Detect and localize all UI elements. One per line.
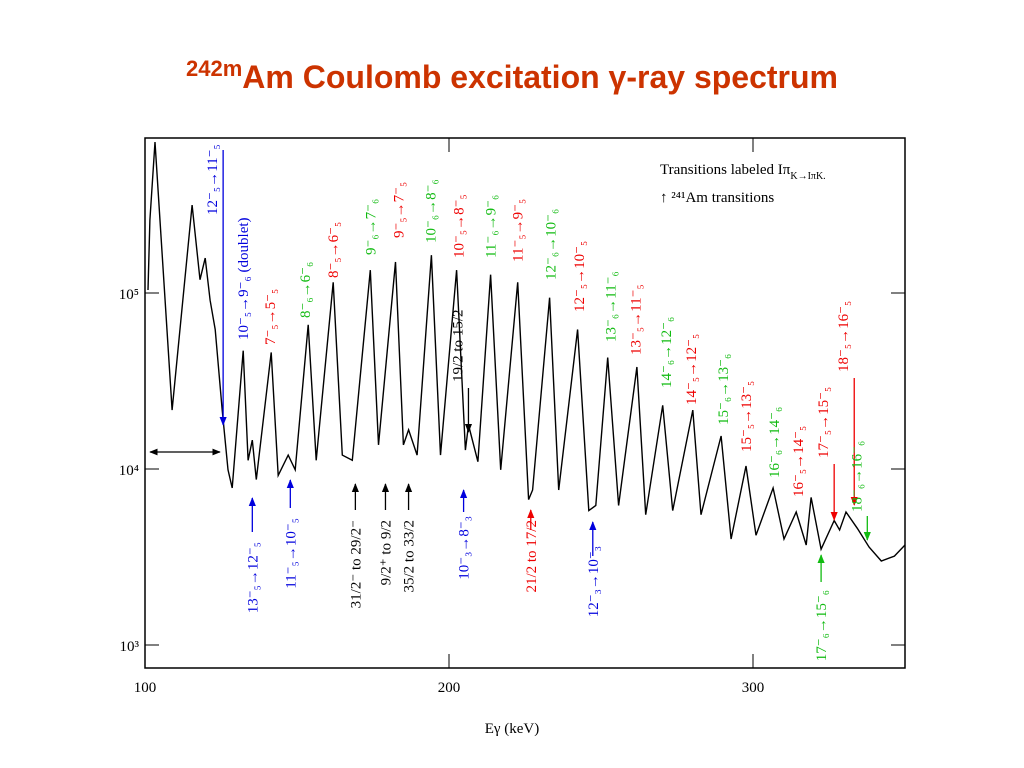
legend-text: K. bbox=[816, 171, 826, 182]
x-tick-label: 300 bbox=[742, 680, 765, 696]
transition-label: 11⁻₅→9⁻₅ bbox=[511, 199, 527, 262]
transition-label: 19/2 to 15/2 bbox=[450, 309, 466, 382]
transition-label: 9/2⁺ to 9/2 bbox=[378, 520, 394, 585]
transition-label: 11⁻₆→9⁻₆ bbox=[484, 195, 500, 258]
transition-label: 16⁻₅→14⁻₅ bbox=[791, 426, 807, 497]
transition-label: 9⁻₅→7⁻₅ bbox=[392, 182, 408, 238]
plot-frame bbox=[144, 137, 906, 669]
transition-label: 8⁻₅→6⁻₅ bbox=[326, 222, 342, 278]
transition-label: 12⁻₃→10⁻₃ bbox=[586, 546, 602, 617]
transition-label: 15⁻₆→13⁻₆ bbox=[716, 354, 732, 425]
x-axis-label: Eγ (keV) bbox=[485, 721, 540, 737]
transition-label: 17⁻₆→15⁻₆ bbox=[814, 590, 830, 661]
transition-label: 16⁻₆→14⁻₆ bbox=[767, 407, 783, 478]
transition-label: 12⁻₅→10⁻₅ bbox=[572, 241, 588, 312]
transition-label: 11⁻₅→10⁻₅ bbox=[283, 518, 299, 589]
title-isotope: 242m bbox=[186, 56, 242, 81]
y-tick-label: 10³ bbox=[120, 639, 140, 655]
legend-line: Transitions labeled IπK→IπK. bbox=[660, 162, 826, 182]
x-tick-label: 200 bbox=[438, 680, 461, 696]
transition-label: 21/2 to 17/2 bbox=[524, 520, 540, 593]
transition-label: 14⁻₆→12⁻₆ bbox=[659, 317, 675, 388]
transition-label: 18⁻₅→16⁻₅ bbox=[836, 301, 852, 372]
legend-text: K→Iπ bbox=[790, 171, 816, 182]
transition-label: 7⁻₅→5⁻₅ bbox=[263, 289, 279, 345]
transition-label: 13⁻₅→12⁻₅ bbox=[245, 542, 261, 613]
y-tick-label: 10⁴ bbox=[119, 463, 139, 479]
transition-label: 10⁻₃→8⁻₃ bbox=[457, 516, 473, 580]
transition-label: 13⁻₅→11⁻₅ bbox=[629, 284, 645, 355]
transition-label: 12⁻₅→11⁻₅ bbox=[205, 144, 221, 215]
y-tick-label: 10⁵ bbox=[119, 287, 139, 303]
transition-label: 10⁻₅→8⁻₅ bbox=[451, 194, 467, 258]
transition-label: 14⁻₅→12⁻₅ bbox=[684, 334, 700, 405]
legend-line: ↑ ²⁴¹Am transitions bbox=[660, 190, 774, 206]
transition-label: 17⁻₅→15⁻₅ bbox=[816, 387, 832, 458]
legend-text: Transitions labeled Iπ bbox=[660, 162, 791, 178]
transition-label: 8⁻₆→6⁻₆ bbox=[298, 262, 314, 318]
transition-label: 35/2 to 33/2 bbox=[402, 520, 418, 593]
title-text: Am Coulomb excitation γ-ray spectrum bbox=[242, 59, 838, 95]
transition-label: 10⁻₆→8⁻₆ bbox=[423, 179, 439, 243]
transition-label: 18⁻₆→16⁻₆ bbox=[849, 441, 865, 512]
transition-label: 13⁻₆→11⁻₆ bbox=[604, 271, 620, 342]
transition-label: 12⁻₆→10⁻₆ bbox=[544, 209, 560, 280]
spectrum-line bbox=[147, 142, 906, 562]
slide-title: 242mAm Coulomb excitation γ-ray spectrum bbox=[186, 56, 838, 95]
transition-label: 15⁻₅→13⁻₅ bbox=[739, 381, 755, 452]
transition-label: 31/2⁻ to 29/2⁻ bbox=[348, 520, 364, 608]
transition-label: 10⁻₅→9⁻₆ (doublet) bbox=[236, 217, 252, 340]
transition-label: 9⁻₆→7⁻₆ bbox=[363, 199, 379, 255]
x-tick-label: 100 bbox=[134, 680, 157, 696]
